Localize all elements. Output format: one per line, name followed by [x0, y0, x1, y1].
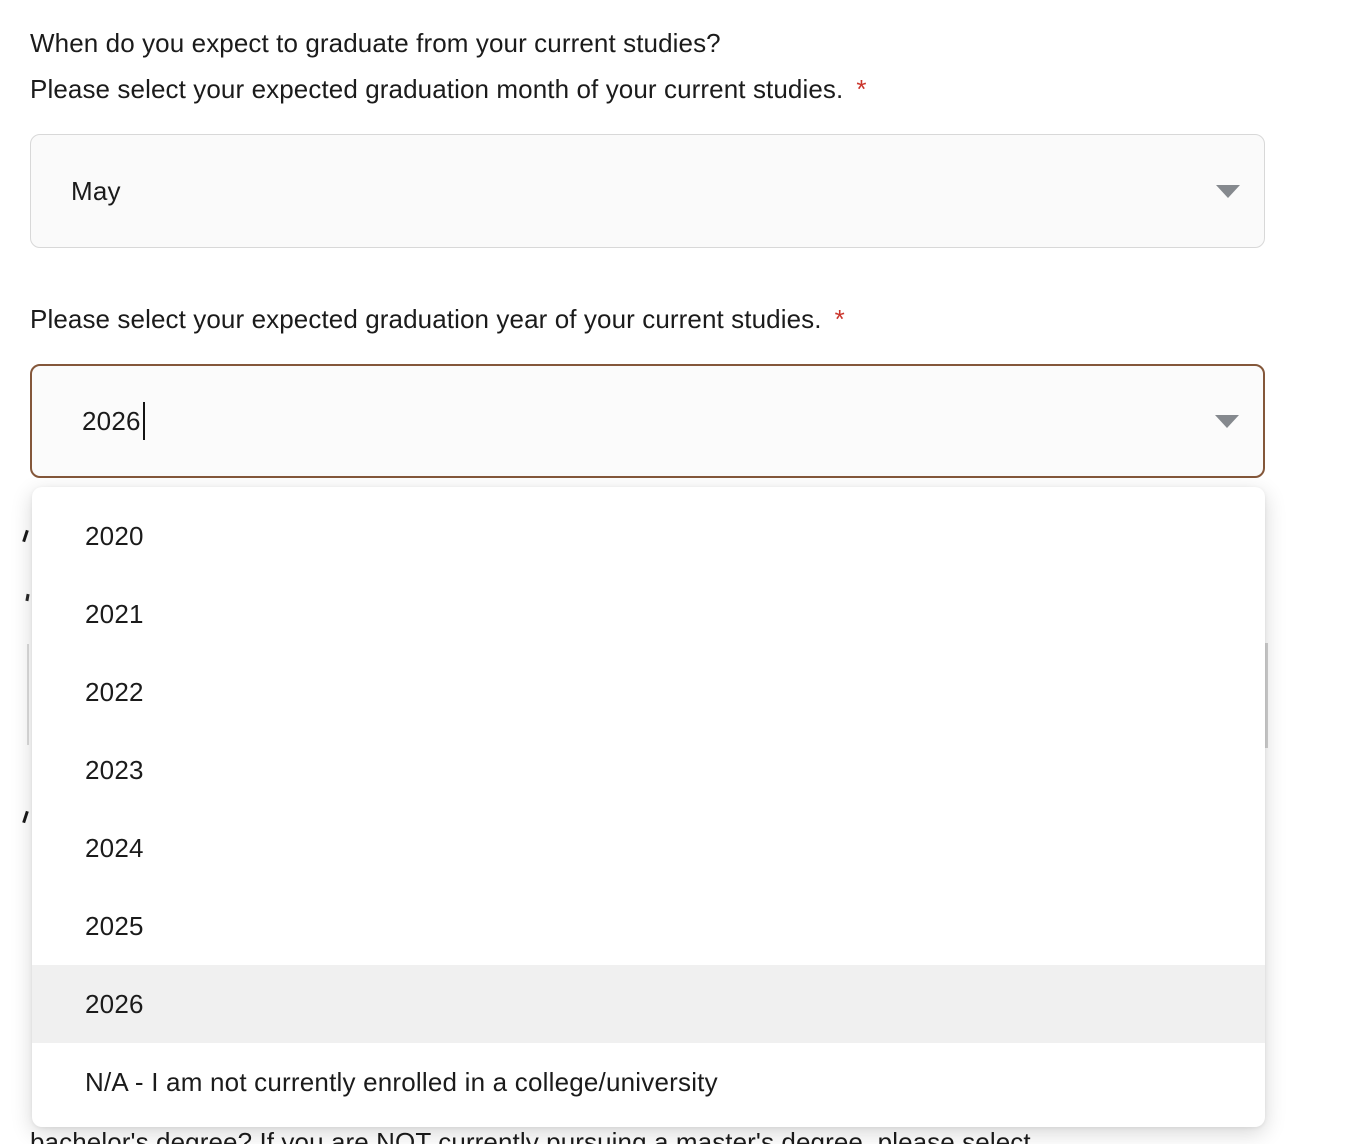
- chevron-down-icon: [1215, 415, 1239, 428]
- dropdown-option[interactable]: 2020: [85, 520, 144, 551]
- dropdown-option[interactable]: 2026: [32, 965, 1265, 1043]
- required-asterisk: *: [834, 304, 845, 334]
- dropdown-option[interactable]: 2023: [85, 754, 144, 785]
- graduation-month-select[interactable]: May: [30, 134, 1265, 248]
- text-cursor: [142, 402, 145, 440]
- dropdown-option[interactable]: 2024: [85, 832, 144, 863]
- question-month-line2: Please select your expected graduation m…: [30, 74, 867, 104]
- question-year: Please select your expected graduation y…: [30, 296, 845, 342]
- graduation-year-value: 2026: [82, 405, 141, 436]
- obscured-text-fragment: [25, 593, 30, 602]
- obscured-field-border-fragment: [27, 644, 29, 745]
- year-dropdown-menu: 2020 2021 2022 2023 2024 2025 2026 N/A - I am n…: [32, 487, 1265, 1127]
- dropdown-option[interactable]: N/A - I am not currently enrolled in a c…: [85, 1066, 718, 1097]
- question-month-line1: When do you expect to graduate from your…: [30, 28, 721, 58]
- dropdown-option[interactable]: 2022: [85, 676, 144, 707]
- required-asterisk: *: [856, 74, 867, 104]
- dropdown-option[interactable]: 2025: [85, 910, 144, 941]
- chevron-down-icon: [1216, 185, 1240, 198]
- graduation-month-value: May: [71, 175, 121, 206]
- dropdown-option[interactable]: 2021: [85, 598, 144, 629]
- question-month: When do you expect to graduate from your…: [30, 20, 867, 112]
- question-year-label: Please select your expected graduation y…: [30, 304, 845, 334]
- graduation-year-combobox[interactable]: 2026: [30, 364, 1265, 478]
- obscured-text-fragment: [22, 529, 29, 543]
- obscured-field-border-fragment: [1265, 643, 1268, 748]
- obscured-question-text: bachelor's degree? If you are NOT curren…: [30, 1127, 1031, 1144]
- obscured-text-fragment: [22, 810, 29, 824]
